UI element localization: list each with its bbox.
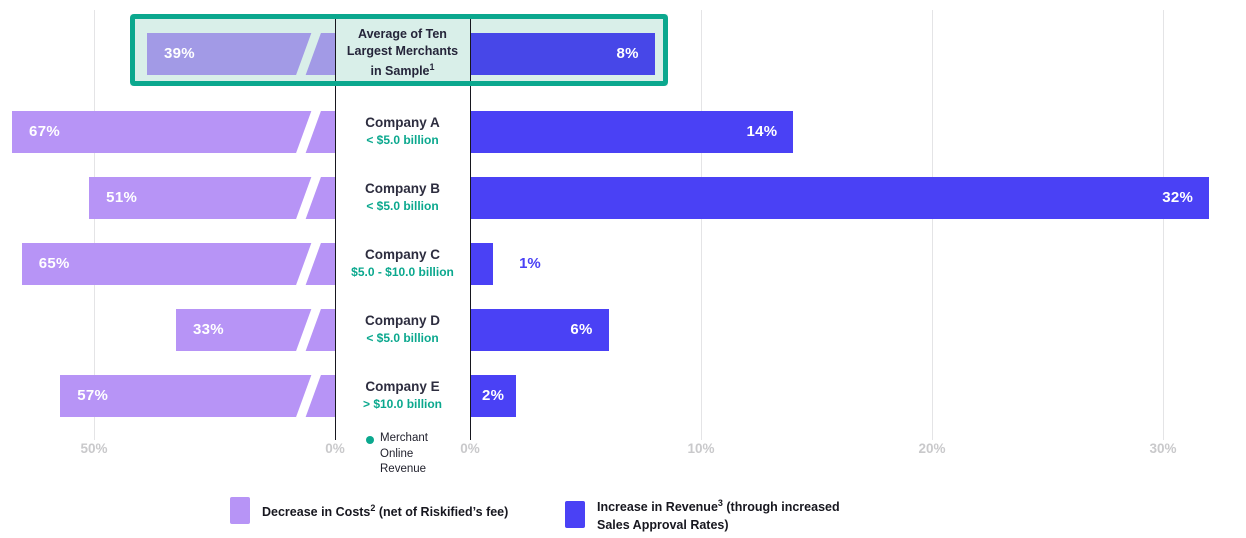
footnote-2-superscript: 2 xyxy=(370,502,376,513)
highlight-title-line2: Largest Merchants xyxy=(346,43,459,58)
tick-label-right-20: 20% xyxy=(918,441,946,456)
decrease-value-company-a: 67% xyxy=(29,123,60,140)
tick-label-left-50: 50% xyxy=(80,441,108,456)
teal-dot-icon xyxy=(366,436,374,444)
increase-bar-company-e: 2% xyxy=(470,375,517,417)
gridline-right-30 xyxy=(1163,10,1164,440)
company-name-company-c: Company C xyxy=(364,247,440,262)
legend-increase-line1: Increase in Revenue3 (through increased xyxy=(597,498,840,515)
bar-break-slash-company-d xyxy=(294,309,323,351)
legend-label-decrease: Decrease in Costs2 (net of Riskified’s f… xyxy=(262,502,509,519)
decrease-bar-company-b: 51% xyxy=(89,177,335,219)
highlight-title-line3: in Sample1 xyxy=(370,62,435,79)
company-name-company-e: Company E xyxy=(365,379,440,394)
decrease-bar-company-c: 65% xyxy=(21,243,335,285)
axis-note-line1: Merchant xyxy=(380,432,428,444)
company-name-company-b: Company B xyxy=(364,181,440,196)
increase-value-company-d: 6% xyxy=(570,321,593,338)
legend-swatch-increase xyxy=(565,501,585,529)
increase-bar-company-b: 32% xyxy=(470,177,1210,219)
tick-label-right-30: 30% xyxy=(1149,441,1177,456)
company-size-company-c: $5.0 - $10.0 billion xyxy=(351,265,454,279)
bar-break-slash-company-b xyxy=(294,177,323,219)
increase-bar-company-d: 6% xyxy=(470,309,609,351)
axis-note-line3: Revenue xyxy=(380,463,427,475)
increase-bar-company-a: 14% xyxy=(470,111,794,153)
increase-bar-company-c xyxy=(470,243,494,285)
increase-value-company-e: 2% xyxy=(481,387,505,404)
highlight-title: Average of Ten Largest Merchants in Samp… xyxy=(335,26,470,80)
legend-increase-line2: Sales Approval Rates) xyxy=(597,517,729,532)
axis-note: Merchant Online Revenue xyxy=(366,431,428,478)
decrease-bar-company-a: 67% xyxy=(12,111,335,153)
bar-break-slash-company-e xyxy=(294,375,323,417)
gridline-right-20 xyxy=(932,10,933,440)
decrease-value-company-d: 33% xyxy=(192,321,224,338)
legend-label-increase: Increase in Revenue3 (through increased … xyxy=(597,495,840,534)
increase-value-company-c: 1% xyxy=(519,255,541,272)
highlight-title-line1: Average of Ten xyxy=(358,27,447,41)
gridline-left-50 xyxy=(94,10,95,440)
decrease-bar-average: 39% xyxy=(147,33,335,75)
increase-value-company-a: 14% xyxy=(746,123,778,140)
legend-item-decrease: Decrease in Costs2 (net of Riskified’s f… xyxy=(230,497,508,524)
company-size-company-b: < $5.0 billion xyxy=(366,199,439,213)
row-label-company-c: Company C $5.0 - $10.0 billion xyxy=(335,246,470,280)
legend-item-increase: Increase in Revenue3 (through increased … xyxy=(565,495,840,534)
decrease-bar-company-e: 57% xyxy=(60,375,335,417)
tick-label-left-0: 0% xyxy=(325,441,345,456)
axis-note-line2: Online xyxy=(380,447,414,460)
bar-break-slash-average xyxy=(294,33,323,75)
decrease-bar-company-d: 33% xyxy=(175,309,335,351)
increase-bar-average: 8% xyxy=(470,33,655,75)
legend-swatch-decrease xyxy=(230,497,250,524)
right-zero-axis-line xyxy=(470,14,471,440)
bar-break-slash-company-c xyxy=(294,243,323,285)
company-size-company-a: < $5.0 billion xyxy=(366,133,439,147)
increase-value-company-b: 32% xyxy=(1162,189,1194,206)
company-name-company-d: Company D xyxy=(364,313,440,328)
decrease-value-average: 39% xyxy=(164,45,195,62)
row-label-company-e: Company E > $10.0 billion xyxy=(335,378,470,412)
tick-label-right-0: 0% xyxy=(460,441,480,456)
company-size-company-d: < $5.0 billion xyxy=(366,331,439,345)
row-label-company-b: Company B < $5.0 billion xyxy=(335,180,470,214)
row-label-company-a: Company A < $5.0 billion xyxy=(335,114,470,148)
tick-label-right-10: 10% xyxy=(687,441,715,456)
row-label-company-d: Company D < $5.0 billion xyxy=(335,312,470,346)
decrease-value-company-e: 57% xyxy=(77,387,109,404)
company-name-company-a: Company A xyxy=(365,115,440,130)
company-size-company-e: > $10.0 billion xyxy=(362,397,443,411)
gridline-right-10 xyxy=(701,10,702,440)
footnote-3-superscript: 3 xyxy=(717,498,723,508)
decrease-value-company-c: 65% xyxy=(38,255,70,272)
footnote-1-superscript: 1 xyxy=(429,62,435,72)
increase-value-average: 8% xyxy=(616,45,639,62)
left-zero-axis-line xyxy=(335,14,336,440)
decrease-value-company-b: 51% xyxy=(106,189,138,206)
bar-break-slash-company-a xyxy=(294,111,323,153)
